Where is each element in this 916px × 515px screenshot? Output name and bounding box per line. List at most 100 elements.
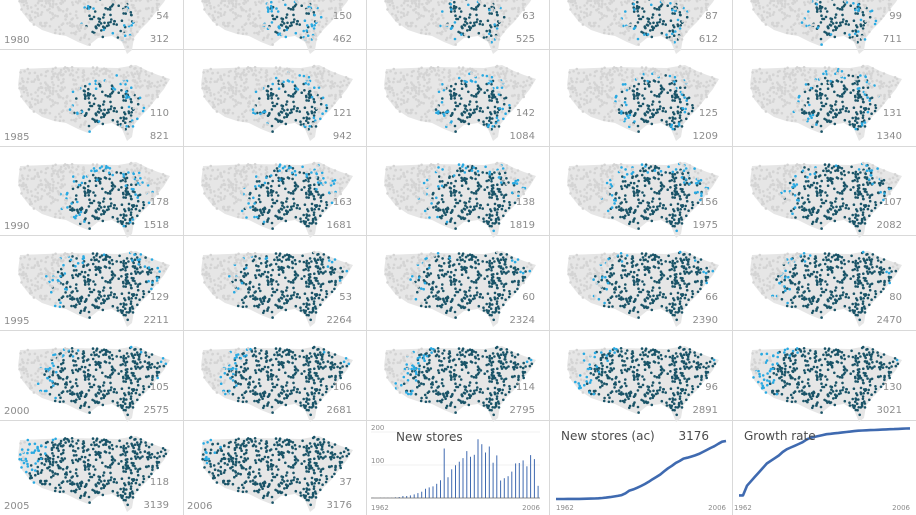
store-dot bbox=[446, 84, 450, 88]
store-dot bbox=[803, 88, 806, 91]
store-dot bbox=[762, 18, 765, 22]
store-dot bbox=[491, 7, 494, 10]
store-dot bbox=[48, 11, 52, 14]
store-dot bbox=[862, 0, 865, 2]
store-dot bbox=[412, 95, 415, 99]
store-dot bbox=[490, 3, 494, 6]
store-dot bbox=[339, 3, 342, 7]
store-dot bbox=[599, 76, 603, 79]
store-dot bbox=[776, 0, 779, 3]
store-dot bbox=[833, 122, 837, 126]
store-dot bbox=[453, 0, 456, 4]
store-dot bbox=[498, 91, 501, 94]
store-dot bbox=[856, 3, 860, 6]
store-dot bbox=[698, 0, 702, 1]
store-dot bbox=[862, 86, 865, 89]
store-dot bbox=[685, 15, 689, 19]
store-dot bbox=[87, 194, 90, 197]
store-dot bbox=[257, 101, 261, 104]
store-dot bbox=[83, 90, 87, 93]
store-dot bbox=[780, 2, 784, 6]
total-store-count: 942 bbox=[333, 131, 352, 142]
store-dot bbox=[768, 7, 772, 11]
store-dot bbox=[481, 23, 484, 26]
store-dot bbox=[147, 17, 151, 21]
store-dot bbox=[783, 0, 787, 3]
store-dot bbox=[334, 95, 337, 98]
store-dot bbox=[264, 75, 268, 78]
store-dot bbox=[102, 200, 105, 203]
store-dot bbox=[314, 38, 318, 41]
store-dot bbox=[310, 8, 314, 12]
store-dot bbox=[657, 80, 660, 84]
store-dot bbox=[461, 26, 464, 30]
store-dot bbox=[803, 25, 806, 28]
store-dot bbox=[327, 73, 331, 76]
store-dot bbox=[574, 99, 577, 103]
store-dot bbox=[233, 17, 236, 21]
store-dot bbox=[77, 0, 81, 3]
store-dot bbox=[676, 18, 680, 22]
store-dot bbox=[879, 80, 883, 83]
store-dot bbox=[71, 112, 74, 115]
store-dot bbox=[673, 12, 676, 15]
store-dot bbox=[232, 4, 235, 8]
store-dot bbox=[234, 92, 237, 96]
store-dot bbox=[655, 94, 659, 98]
store-dot bbox=[573, 86, 577, 90]
store-dot bbox=[125, 191, 128, 194]
store-dot bbox=[621, 83, 625, 86]
store-dot bbox=[122, 116, 125, 119]
store-dot bbox=[310, 105, 314, 109]
store-dot bbox=[64, 14, 67, 18]
store-dot bbox=[156, 8, 159, 12]
store-dot bbox=[847, 23, 850, 26]
store-dot bbox=[442, 1, 446, 5]
store-dot bbox=[70, 31, 73, 35]
store-dot bbox=[440, 101, 444, 104]
store-dot bbox=[258, 71, 261, 74]
store-dot bbox=[442, 68, 446, 71]
store-dot bbox=[65, 193, 69, 196]
store-dot bbox=[151, 97, 154, 101]
store-dot bbox=[83, 97, 87, 100]
store-dot bbox=[384, 0, 387, 3]
store-dot bbox=[259, 103, 262, 107]
store-dot bbox=[73, 24, 76, 28]
store-dot bbox=[457, 117, 460, 121]
store-dot bbox=[504, 72, 508, 75]
store-dot bbox=[259, 16, 262, 20]
store-dot bbox=[758, 67, 762, 71]
store-dot bbox=[123, 34, 127, 37]
store-dot bbox=[334, 10, 337, 14]
store-dot bbox=[312, 64, 316, 68]
store-dot bbox=[417, 86, 421, 90]
store-dot bbox=[329, 0, 332, 1]
store-dot bbox=[149, 85, 153, 88]
store-dot bbox=[129, 64, 133, 68]
store-dot bbox=[682, 67, 685, 70]
store-dot bbox=[760, 71, 763, 75]
store-dot bbox=[325, 17, 328, 20]
store-dot bbox=[782, 76, 786, 79]
store-dot bbox=[475, 20, 478, 24]
store-dot bbox=[290, 24, 293, 27]
store-dot bbox=[589, 91, 593, 94]
store-dot bbox=[51, 3, 55, 6]
store-dot bbox=[680, 34, 684, 37]
store-dot bbox=[148, 82, 151, 86]
store-dot bbox=[783, 90, 787, 93]
store-dot bbox=[445, 26, 449, 30]
store-dot bbox=[72, 83, 76, 86]
store-dot bbox=[75, 83, 78, 86]
store-dot bbox=[87, 10, 90, 13]
store-dot bbox=[839, 74, 843, 78]
store-dot bbox=[688, 80, 691, 83]
store-dot bbox=[513, 80, 517, 83]
store-dot bbox=[843, 90, 847, 93]
store-dot bbox=[578, 103, 581, 107]
store-dot bbox=[502, 102, 506, 106]
store-dot bbox=[217, 15, 220, 19]
store-dot bbox=[604, 2, 607, 6]
store-dot bbox=[705, 95, 708, 99]
